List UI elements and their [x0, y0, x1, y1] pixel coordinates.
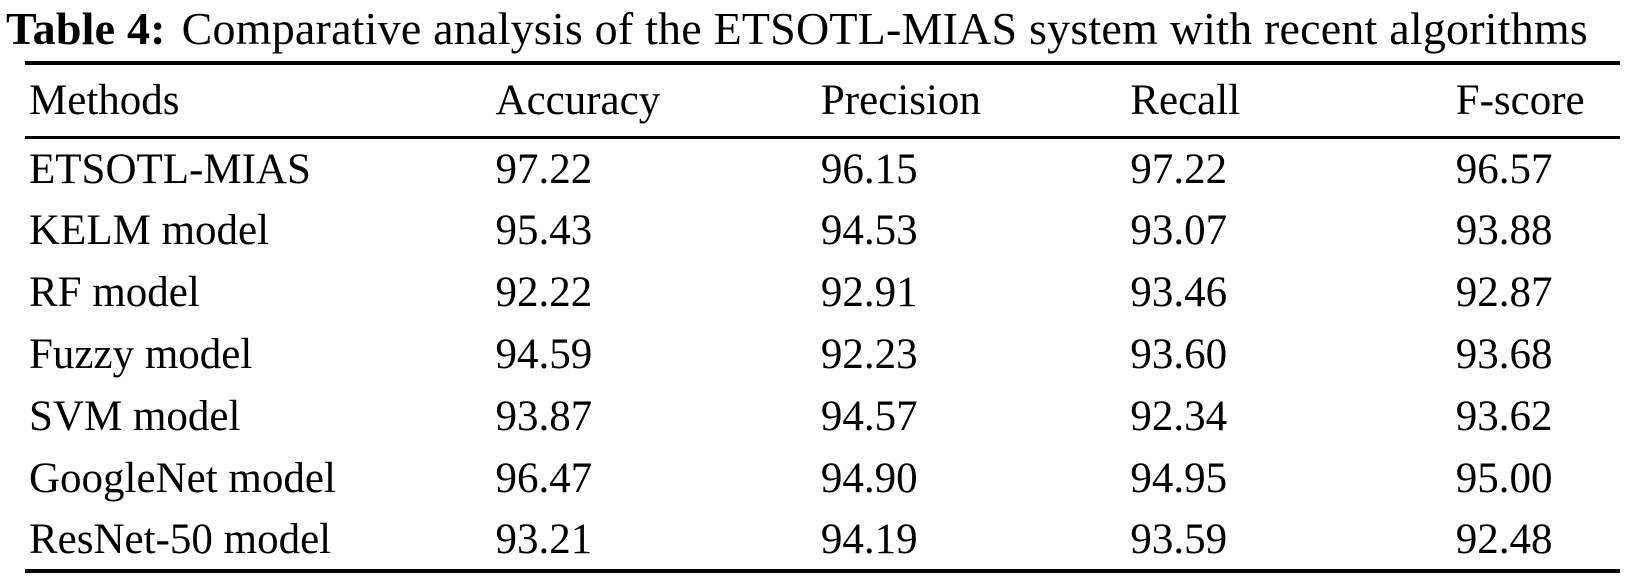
comparison-table-wrap: Methods Accuracy Precision Recall F-scor… [25, 61, 1620, 574]
recall-cell: 93.59 [1130, 515, 1228, 563]
method-cell: SVM model [29, 392, 241, 440]
accuracy-cell: 92.22 [495, 268, 593, 316]
table-row: ETSOTL-MIAS 97.22 96.15 97.22 96.57 [25, 137, 1620, 199]
precision-cell: 94.90 [820, 454, 918, 502]
method-cell: ETSOTL-MIAS [29, 145, 311, 193]
col-header-fscore: F-score [1455, 63, 1620, 139]
recall-cell: 97.22 [1130, 145, 1228, 193]
recall-cell: 92.34 [1130, 392, 1228, 440]
table-caption: Table 4: Comparative analysis of the ETSO… [0, 0, 1646, 56]
fscore-cell: 92.48 [1455, 515, 1553, 563]
method-cell: Fuzzy model [29, 330, 253, 378]
recall-cell: 93.46 [1130, 268, 1228, 316]
recall-cell: 93.07 [1130, 206, 1228, 254]
fscore-cell: 93.62 [1455, 392, 1553, 440]
table-caption-text: Comparative analysis of the ETSOTL-MIAS … [181, 3, 1588, 54]
recall-cell: 94.95 [1130, 454, 1228, 502]
accuracy-cell: 93.87 [495, 392, 593, 440]
fscore-cell: 92.87 [1455, 268, 1553, 316]
fscore-cell: 93.88 [1455, 206, 1553, 254]
precision-cell: 94.19 [820, 515, 918, 563]
method-cell: RF model [29, 268, 200, 316]
precision-cell: 96.15 [820, 145, 918, 193]
method-cell: KELM model [29, 206, 270, 254]
accuracy-cell: 96.47 [495, 454, 593, 502]
fscore-cell: 95.00 [1455, 454, 1553, 502]
accuracy-cell: 95.43 [495, 206, 593, 254]
col-header-accuracy: Accuracy [495, 63, 821, 139]
accuracy-cell: 93.21 [495, 515, 593, 563]
table-row: GoogleNet model 96.47 94.90 94.95 95.00 [25, 447, 1620, 509]
table-row: RF model 92.22 92.91 93.46 92.87 [25, 261, 1620, 323]
precision-cell: 94.53 [820, 206, 918, 254]
method-cell: ResNet-50 model [29, 515, 332, 563]
precision-cell: 92.23 [820, 330, 918, 378]
col-header-methods: Methods [25, 63, 496, 139]
method-cell: GoogleNet model [29, 454, 336, 502]
table-row: Fuzzy model 94.59 92.23 93.60 93.68 [25, 323, 1620, 385]
col-header-recall: Recall [1130, 63, 1456, 139]
fscore-cell: 93.68 [1455, 330, 1553, 378]
recall-cell: 93.60 [1130, 330, 1228, 378]
accuracy-cell: 94.59 [495, 330, 593, 378]
table-caption-label: Table 4: [6, 3, 166, 54]
accuracy-cell: 97.22 [495, 145, 593, 193]
header-row: Methods Accuracy Precision Recall F-scor… [25, 63, 1620, 139]
col-header-precision: Precision [820, 63, 1131, 139]
precision-cell: 94.57 [820, 392, 918, 440]
table-row: ResNet-50 model 93.21 94.19 93.59 92.48 [25, 509, 1620, 571]
fscore-cell: 96.57 [1455, 145, 1553, 193]
comparison-table: Methods Accuracy Precision Recall F-scor… [25, 61, 1620, 574]
table-row: KELM model 95.43 94.53 93.07 93.88 [25, 199, 1620, 261]
table-row: SVM model 93.87 94.57 92.34 93.62 [25, 385, 1620, 447]
precision-cell: 92.91 [820, 268, 918, 316]
